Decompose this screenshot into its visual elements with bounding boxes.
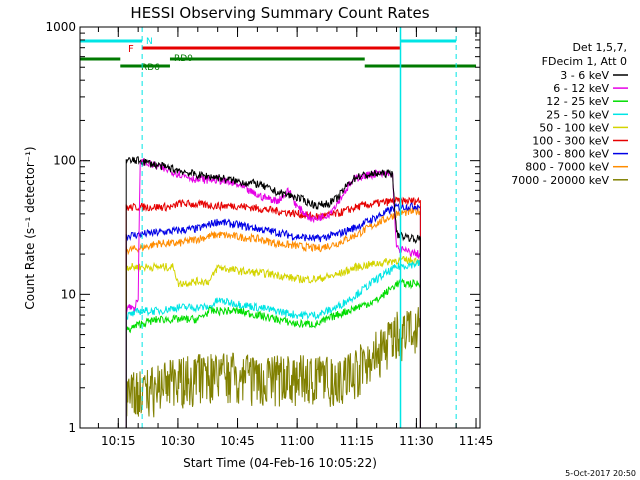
series-3-6-kev [125,156,421,428]
x-tick-label: 11:00 [280,434,315,448]
x-tick-label: 11:30 [399,434,434,448]
legend-header-1: Det 1,5,7, [572,41,627,54]
series-line [125,278,421,428]
legend-label-300-800-kev: 300 - 800 keV [532,148,609,161]
series-800-7000-kev [125,206,421,428]
x-tick-label: 10:15 [101,434,136,448]
y-tick-label: 1 [68,421,76,435]
series-line [125,307,421,428]
plot-area [125,156,421,428]
series-line [125,156,421,428]
series-50-100-kev [125,256,421,428]
series-12-25-kev [125,278,421,428]
y-tick-label: 100 [53,154,76,168]
x-tick-label: 11:15 [339,434,374,448]
chart-title: HESSI Observing Summary Count Rates [130,4,429,22]
x-tick-label: 10:45 [220,434,255,448]
legend-label-100-300-kev: 100 - 300 keV [532,135,609,148]
plot-frame [79,26,481,429]
series-300-800-kev [125,200,421,428]
legend-label-6-12-kev: 6 - 12 keV [553,82,609,95]
legend-label-3-6-kev: 3 - 6 keV [560,69,609,82]
legend-label-50-100-kev: 50 - 100 keV [539,121,609,134]
flag-label-rd6: RD6 [141,63,160,73]
flag-label-rd0: RD0 [174,54,193,64]
series-line [125,200,421,428]
series-line [125,196,421,428]
legend-label-12-25-kev: 12 - 25 keV [546,95,609,108]
axes: 1 10 100 1000 10:15 10:30 10:45 11:00 11:15 11:30… [45,20,493,448]
legend-label-7000-20000-kev: 7000 - 20000 keV [511,174,609,187]
flag-label-n: N [146,37,153,47]
legend-header-2: FDecim 1, Att 0 [542,55,627,68]
series-25-50-kev [125,259,421,428]
flag-label-f: F [128,44,134,55]
legend-label-25-50-kev: 25 - 50 keV [546,108,609,121]
y-tick-label: 1000 [45,20,76,34]
series-line [125,259,421,428]
legend-label-800-7000-kev: 800 - 7000 keV [525,161,609,174]
y-tick-label: 10 [61,287,76,301]
y-axis-label: Count Rate (s⁻¹ detector⁻¹) [23,146,37,309]
x-tick-label: 10:30 [161,434,196,448]
series-100-300-kev [125,196,421,428]
flag-bars: N F RD0 RD6 [80,37,477,73]
series-7000-20000-kev [125,307,421,428]
series-line [125,256,421,428]
x-axis-label: Start Time (04-Feb-16 10:05:22) [183,456,377,470]
generation-timestamp: 5-Oct-2017 20:50 [565,469,636,478]
series-line [125,206,421,428]
x-tick-label: 11:45 [459,434,494,448]
